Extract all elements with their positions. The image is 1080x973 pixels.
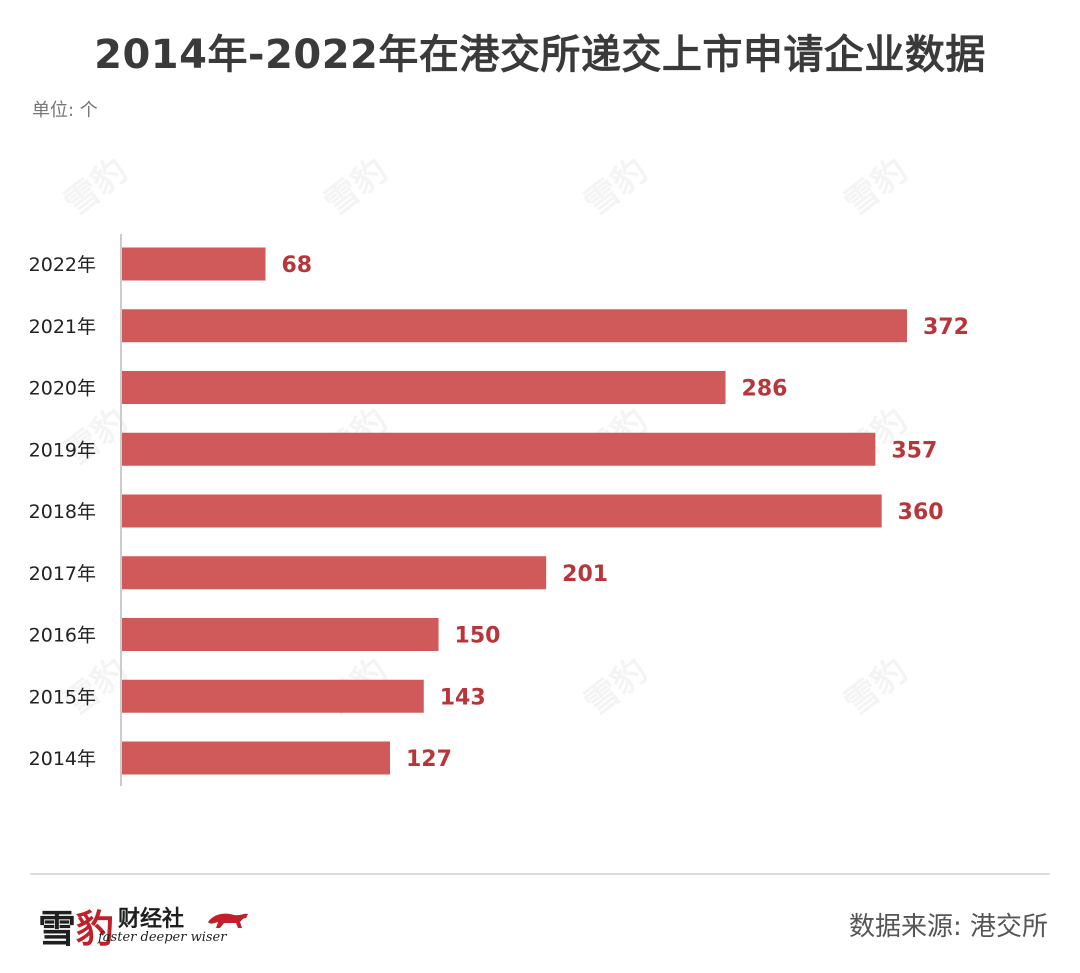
- bar: [122, 679, 424, 713]
- bar: [122, 309, 907, 343]
- bar: [122, 618, 439, 651]
- value-label: 201: [562, 562, 608, 587]
- unit-label: 单位: 个: [32, 100, 98, 121]
- value-label: 286: [742, 377, 788, 402]
- value-label: 372: [923, 315, 969, 340]
- category-label: 2018年: [29, 501, 96, 523]
- logo-main-text: 雪豹: [38, 906, 115, 951]
- data-source: 数据来源: 港交所: [848, 912, 1048, 942]
- category-label: 2017年: [29, 563, 96, 585]
- bar: [122, 556, 547, 590]
- category-label: 2015年: [29, 686, 96, 708]
- bar: [122, 247, 266, 281]
- bar: [122, 371, 726, 404]
- logo-sub-text: 财经社: [118, 906, 185, 932]
- tiger-icon: [208, 913, 248, 928]
- value-label: 360: [898, 500, 944, 525]
- category-label: 2020年: [29, 378, 96, 400]
- value-label: 127: [406, 747, 452, 772]
- value-label: 68: [281, 253, 312, 278]
- value-label: 150: [455, 624, 501, 649]
- footer-divider: [30, 873, 1050, 875]
- category-label: 2021年: [29, 316, 96, 338]
- value-label: 143: [440, 685, 486, 710]
- logo-tagline: faster deeper wiser: [98, 930, 227, 945]
- category-label: 2016年: [29, 625, 96, 647]
- bar: [122, 494, 882, 528]
- category-label: 2022年: [29, 254, 96, 276]
- category-label: 2019年: [29, 439, 96, 461]
- category-label: 2014年: [29, 748, 96, 770]
- bar-chart: 2022年 68 2021年 372 2020年 286 2019年 357 2018年 360 2…: [29, 234, 969, 786]
- value-label: 357: [891, 438, 937, 463]
- chart-title: 2014年-2022年在港交所递交上市申请企业数据: [94, 32, 986, 78]
- bar: [122, 432, 876, 466]
- bar: [122, 741, 390, 775]
